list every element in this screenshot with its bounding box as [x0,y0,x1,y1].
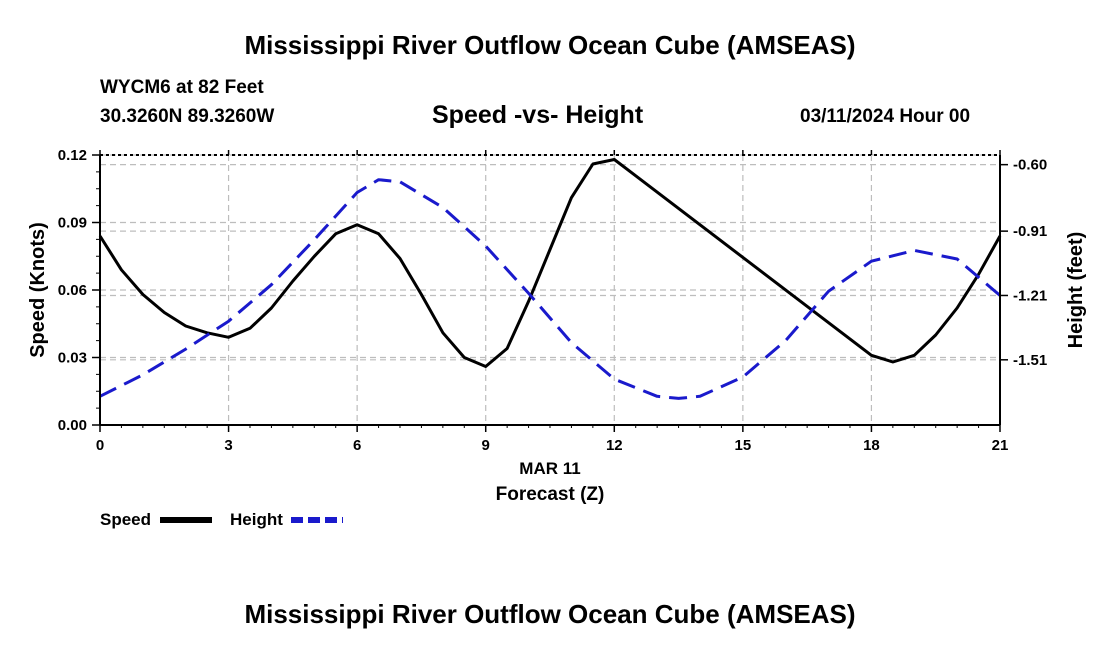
x-tick-label: 15 [735,437,752,454]
x-tick-label: 3 [224,437,232,454]
x-tick-label: 9 [482,437,490,454]
y-right-tick-label: -0.91 [1013,223,1047,240]
station-label: WYCM6 at 82 Feet [100,77,264,98]
legend-label-height: Height [230,510,283,529]
legend-label-speed: Speed [100,510,151,529]
series-line-height [99,178,1001,400]
y-left-tick-label: 0.03 [58,350,87,367]
ticks: 0 3 6 9 12 15 18 21 0.00 0.03 0.06 0.09 0.12 -0.60 -0.… [58,147,1047,454]
legend: Speed Height [100,510,343,529]
x-tick-label: 21 [992,437,1009,454]
y-left-axis-label: Speed (Knots) [27,222,49,358]
x-axis-label: Forecast (Z) [496,484,605,505]
x-tick-label: 18 [863,437,880,454]
series-layer [98,158,1002,400]
y-right-axis-label: Height (feet) [1065,232,1087,349]
chart-subtitle: Speed -vs- Height [432,101,644,129]
x-tick-label: 6 [353,437,361,454]
footer-title: Mississippi River Outflow Ocean Cube (AM… [244,599,856,629]
x-tick-label: 0 [96,437,104,454]
forecast-datetime: 03/11/2024 Hour 00 [800,106,971,127]
y-left-tick-label: 0.06 [58,282,87,299]
series-line-speed [98,158,1002,368]
coordinates-label: 30.3260N 89.3260W [100,106,275,127]
date-label: MAR 11 [519,459,580,478]
x-tick-label: 12 [606,437,623,454]
grid [100,154,1000,425]
y-left-tick-label: 0.09 [58,215,87,232]
chart-title: Mississippi River Outflow Ocean Cube (AM… [244,30,856,60]
axis-labels: MAR 11 Forecast (Z) Speed (Knots) Height (f… [27,222,1087,505]
y-right-tick-label: -0.60 [1013,157,1047,174]
y-right-tick-label: -1.51 [1013,352,1047,369]
y-right-tick-label: -1.21 [1013,287,1047,304]
y-left-tick-label: 0.12 [58,147,87,164]
y-left-tick-label: 0.00 [58,417,87,434]
